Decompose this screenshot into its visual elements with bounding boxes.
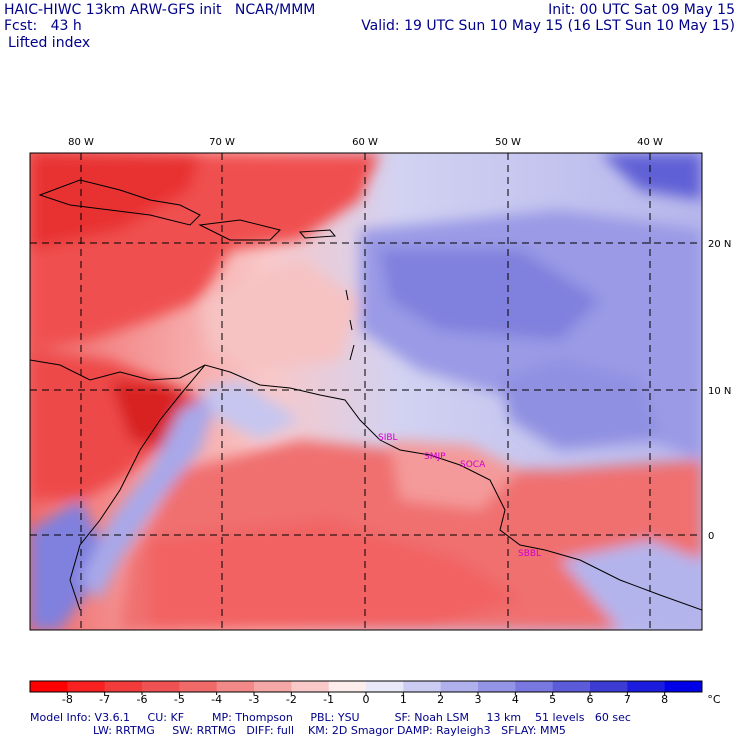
- colorbar-label: 2: [437, 693, 445, 706]
- model-title: HAIC-HIWC 13km ARW-GFS init NCAR/MMM: [4, 2, 316, 18]
- colorbar-swatch: [403, 681, 442, 692]
- station-labels: SIBL SMJP SOCA SBBL: [378, 433, 541, 559]
- colorbar-swatch: [67, 681, 106, 692]
- lat-labels: 20 N 10 N 0: [708, 239, 731, 542]
- colorbar-swatch: [254, 681, 292, 692]
- colorbar-swatch: [366, 681, 404, 692]
- colorbar-label: -1: [323, 693, 335, 706]
- colorbar-label: -2: [285, 693, 297, 706]
- colorbar-swatch: [328, 681, 367, 692]
- colorbar-swatch: [478, 681, 516, 692]
- lifted-index-field: SIBL SMJP SOCA SBBL: [30, 153, 702, 630]
- lon-labels: 80 W 70 W 60 W 50 W 40 W: [68, 137, 663, 148]
- colorbar-swatch: [179, 681, 218, 692]
- colorbar-label: 1: [399, 693, 407, 706]
- colorbar: [29, 680, 703, 695]
- lon-label: 70 W: [209, 137, 235, 148]
- coastlines: [30, 179, 702, 611]
- colorbar-swatch: [440, 681, 479, 692]
- colorbar-swatch: [216, 681, 255, 692]
- colorbar-label: 8: [661, 693, 669, 706]
- lon-label: 80 W: [68, 137, 94, 148]
- station-sbbl: SBBL: [518, 549, 541, 559]
- colorbar-swatch: [627, 681, 666, 692]
- lon-label: 40 W: [637, 137, 663, 148]
- colorbar-unit: °C: [707, 693, 721, 706]
- colorbar-label: 4: [511, 693, 519, 706]
- colorbar-swatch: [515, 681, 554, 692]
- colorbar-swatch: [291, 681, 330, 692]
- colorbar-swatch: [552, 681, 591, 692]
- station-sibl: SIBL: [378, 433, 398, 443]
- colorbar-label: 0: [362, 693, 370, 706]
- lat-lon-grid: [30, 153, 702, 630]
- map-frame: [29, 152, 703, 631]
- init-time: Init: 00 UTC Sat 09 May 15: [548, 2, 735, 18]
- field-name: Lifted index: [8, 35, 91, 51]
- colorbar-label: 5: [549, 693, 557, 706]
- valid-time: Valid: 19 UTC Sun 10 May 15 (16 LST Sun …: [361, 18, 735, 34]
- colorbar-label: -6: [136, 693, 148, 706]
- colorbar-label: -3: [248, 693, 260, 706]
- colorbar-label: -5: [173, 693, 185, 706]
- colorbar-swatch: [590, 681, 628, 692]
- lat-label: 10 N: [708, 386, 731, 397]
- colorbar-swatch: [664, 681, 703, 692]
- colorbar-label: -4: [211, 693, 223, 706]
- lat-label: 20 N: [708, 239, 731, 250]
- colorbar-swatch: [142, 681, 180, 692]
- lon-label: 60 W: [352, 137, 378, 148]
- model-info-line1: Model Info: V3.6.1 CU: KF MP: Thompson P…: [30, 711, 631, 724]
- colorbar-label: -7: [99, 693, 111, 706]
- colorbar-label: -8: [61, 693, 73, 706]
- lat-label: 0: [708, 531, 714, 542]
- station-soca: SOCA: [460, 460, 486, 470]
- colorbar-swatch: [30, 681, 68, 692]
- station-smjp: SMJP: [424, 452, 446, 462]
- colorbar-label: 3: [474, 693, 482, 706]
- colorbar-swatch: [104, 681, 143, 692]
- colorbar-label: 6: [586, 693, 594, 706]
- model-info-line2: LW: RRTMG SW: RRTMG DIFF: full KM: 2D Sm…: [30, 724, 566, 737]
- forecast-hour: Fcst: 43 h: [4, 18, 82, 34]
- lon-label: 50 W: [495, 137, 521, 148]
- colorbar-label: 7: [623, 693, 631, 706]
